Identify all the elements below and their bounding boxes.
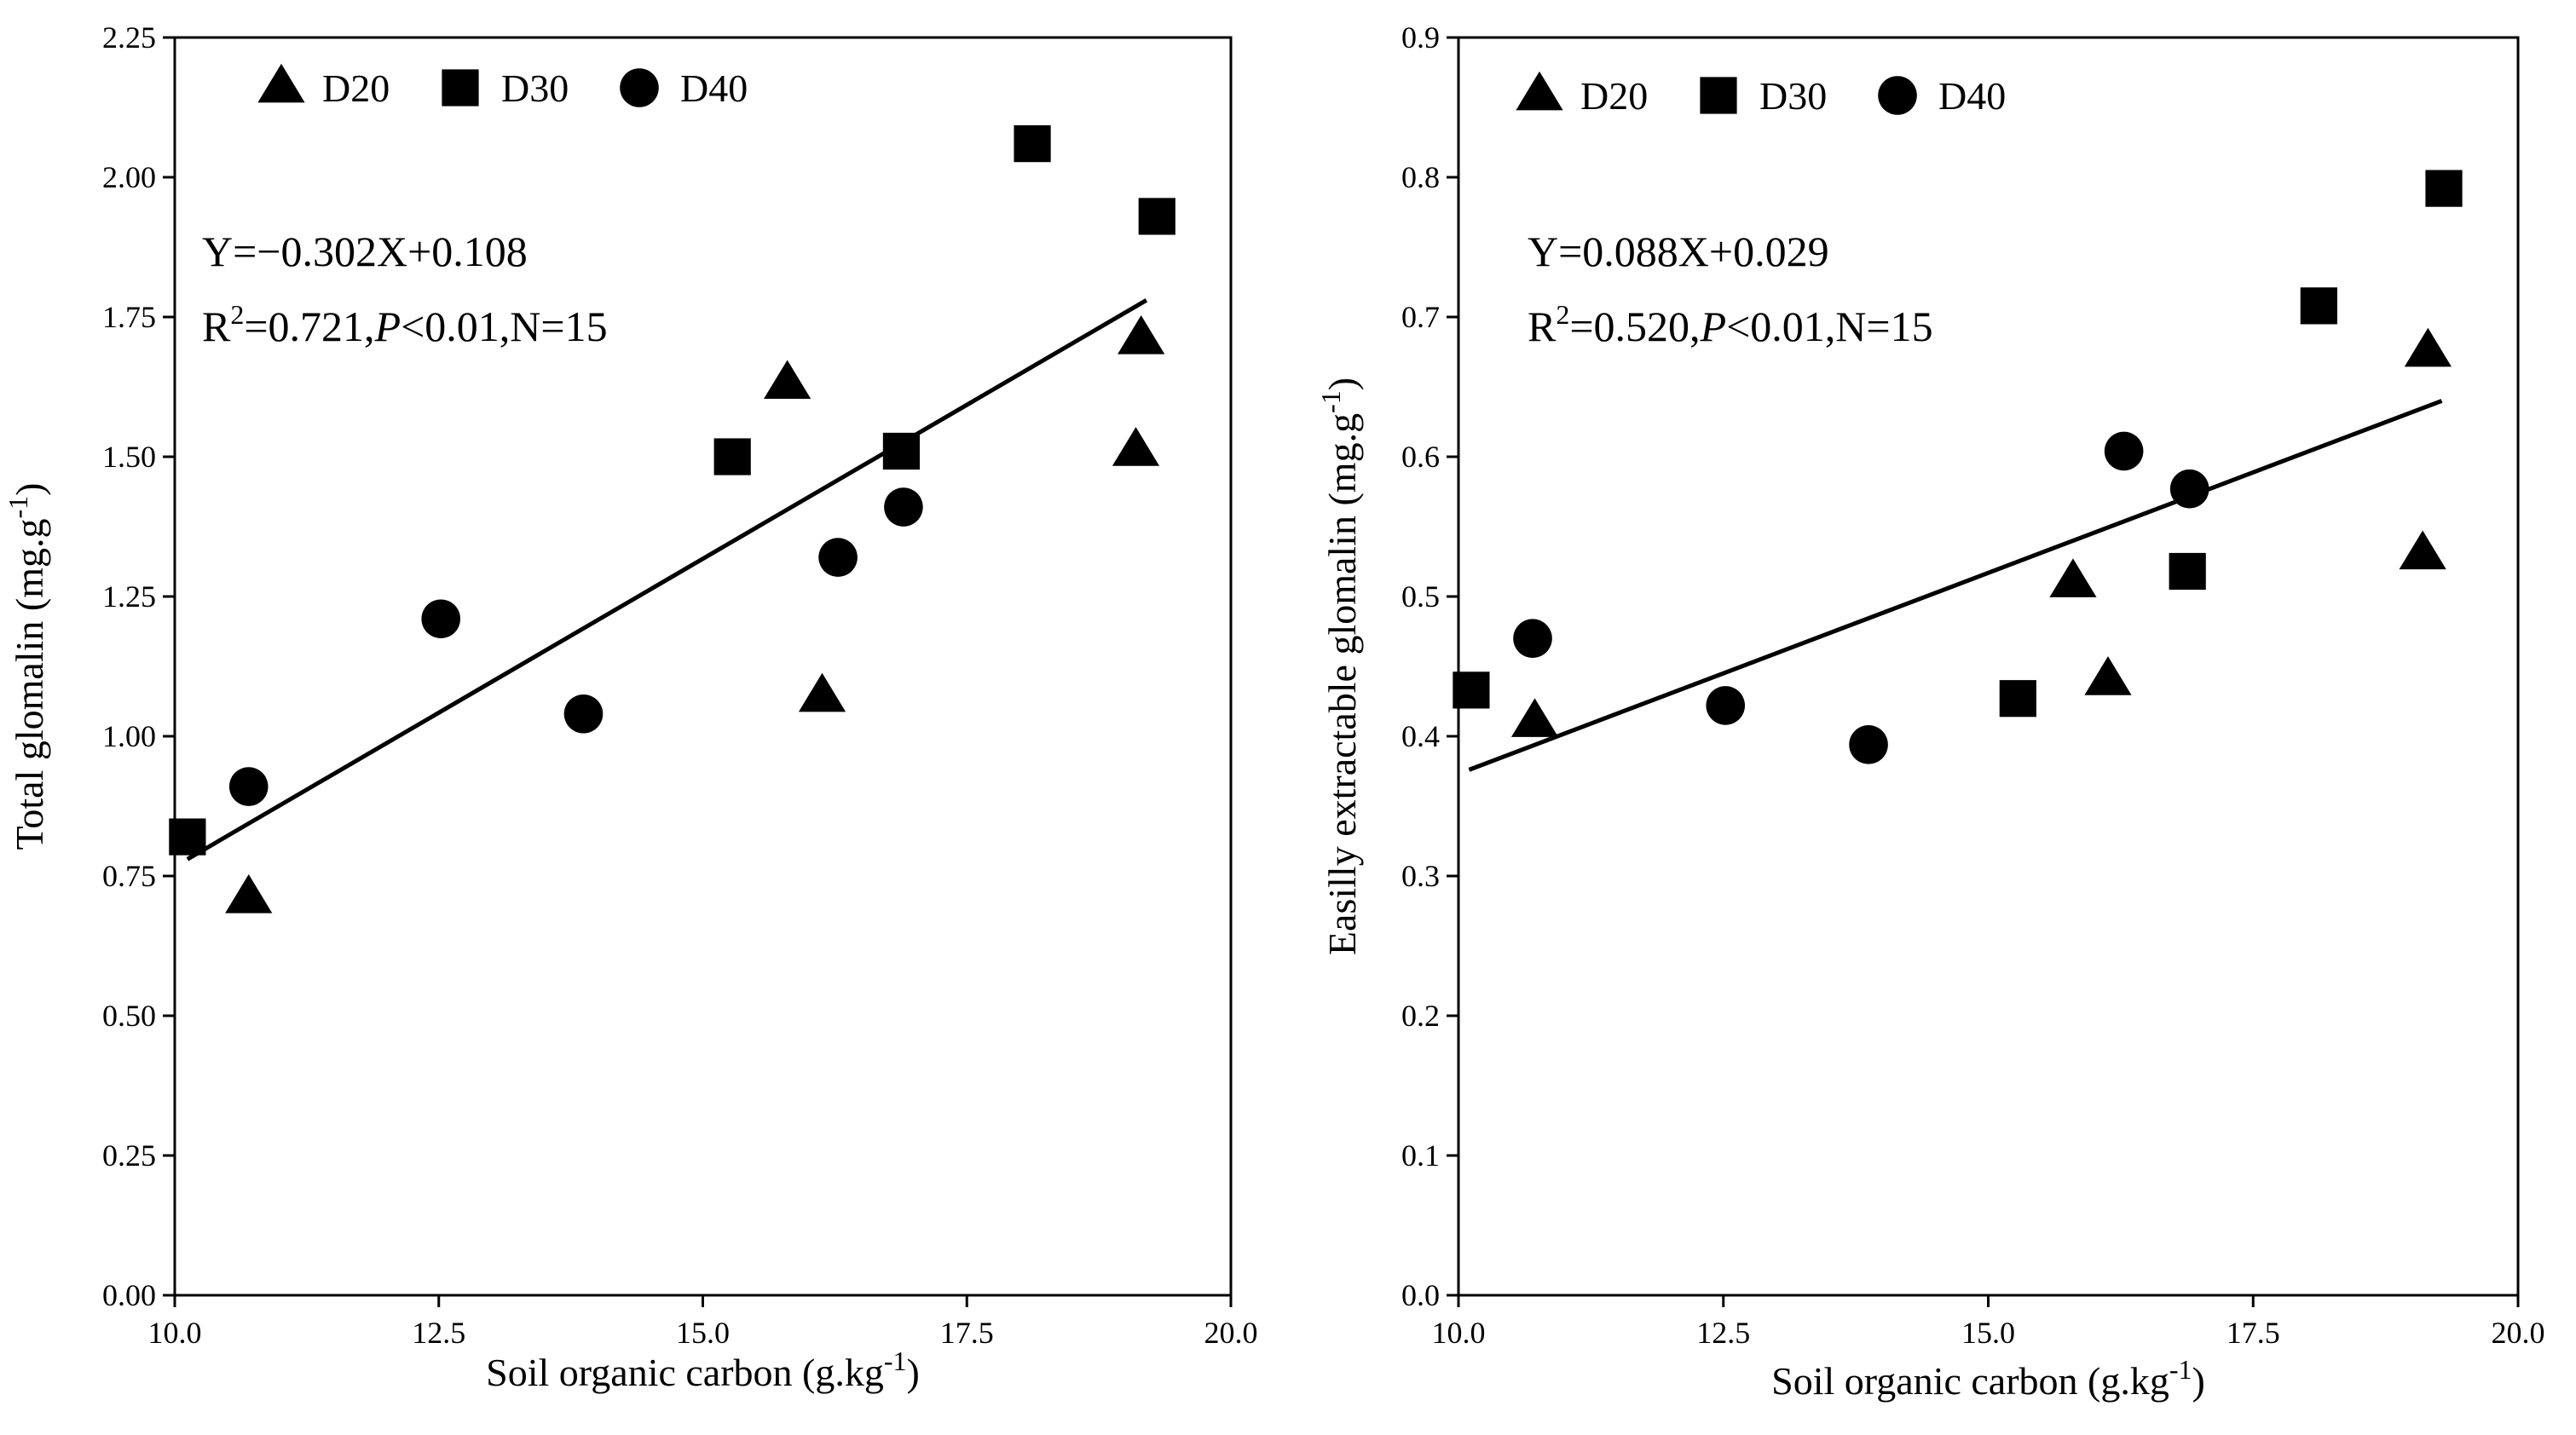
legend-label-d30: D30 [501,66,569,110]
x-tick-label: 10.0 [148,1316,202,1350]
y-axis-label: Total glomalin (mg.g-1) [3,483,51,850]
y-tick-label: 0.0 [1401,1278,1440,1312]
regression-stats: R2=0.520,P<0.01,N=15 [1528,299,1933,350]
y-tick-label: 0.75 [102,859,156,893]
data-point-d30 [2169,552,2206,591]
data-point-d20 [1510,698,1559,737]
legend-marker-d40 [620,68,659,107]
legend-label-d20: D20 [1580,74,1648,118]
data-point-d20 [798,672,846,712]
legend-label-d40: D40 [680,66,748,110]
regression-equation: Y=0.088X+0.029 [1528,228,1829,275]
data-point-d20 [2084,656,2132,695]
data-point-d30 [2300,287,2337,325]
series-d40 [1513,431,2209,764]
data-point-d40 [563,694,604,734]
y-tick-label: 0.6 [1401,440,1440,474]
regression-line [1468,399,2443,772]
legend-marker-d30 [442,69,479,107]
data-point-d30 [882,432,921,470]
plot-frame [173,36,1233,1297]
data-point-d40 [818,538,858,577]
x-tick-label: 20.0 [2492,1316,2545,1350]
data-point-d40 [1706,686,1746,725]
plot-frame [1457,36,2520,1297]
data-point-d40 [421,599,461,639]
data-point-d20 [764,360,811,400]
legend-marker-d20 [257,63,305,103]
regression-stats: R2=0.721,P<0.01,N=15 [202,299,608,350]
data-point-d40 [2169,469,2209,509]
y-tick-label: 1.25 [102,579,156,614]
x-tick-label: 12.5 [1696,1316,1750,1350]
legend-marker-d30 [1700,77,1737,114]
series-d30 [169,125,1175,856]
chart-panel-1: 0.00 0.25 0.50 0.75 1.00 1.25 1.50 1.75 2.00 2.25… [3,20,1258,1394]
legend: D20 D30 D40 [1516,71,2006,118]
data-point-d20 [2049,558,2097,597]
data-point-d40 [1513,619,1552,658]
data-point-d30 [1138,198,1175,235]
x-tick-label: 17.5 [940,1316,994,1350]
y-tick-label: 2.00 [102,160,156,194]
data-point-d30 [2425,170,2463,207]
legend-marker-d40 [1878,76,1917,115]
legend-label-d30: D30 [1759,74,1827,118]
y-axis-label: Easilly extractable glomalin (mg.g-1) [1315,377,1364,955]
series-d20 [225,314,1165,913]
data-point-d40 [884,487,923,527]
x-tick-label: 12.5 [412,1316,465,1350]
legend-label-d20: D20 [322,66,390,110]
legend-marker-d20 [1516,71,1563,111]
y-tick-label: 1.00 [102,719,156,753]
data-point-d40 [2104,431,2144,471]
data-point-d40 [228,767,269,806]
x-tick-label: 10.0 [1432,1316,1486,1350]
data-point-d20 [1118,314,1165,354]
y-tick-label: 0.00 [102,1278,156,1312]
y-tick-label: 0.2 [1401,999,1440,1033]
data-point-d30 [1999,680,2036,718]
y-tick-label: 0.3 [1401,859,1440,893]
regression-line [186,298,1148,862]
data-point-d20 [2399,530,2446,570]
data-point-d30 [713,438,751,475]
series-d40 [228,487,923,806]
data-point-d20 [1112,427,1160,466]
regression-equation: Y=−0.302X+0.108 [202,228,528,275]
y-tick-label: 0.25 [102,1138,156,1173]
data-point-d20 [225,873,273,913]
data-point-d20 [2404,327,2452,367]
y-tick-label: 1.75 [102,300,156,334]
data-point-d30 [1014,125,1051,163]
y-tick-label: 0.7 [1401,300,1440,334]
data-point-d40 [1849,725,1888,764]
x-tick-label: 17.5 [2227,1316,2280,1350]
chart-panel-2: 0.0 0.1 0.2 0.3 0.4 0.5 0.6 0.7 0.8 0.9 10.0 12.5 15… [1315,20,2545,1403]
y-tick-label: 0.8 [1401,160,1440,194]
data-point-d30 [1453,671,1490,709]
y-tick-label: 0.50 [102,999,156,1033]
data-point-d30 [169,818,206,856]
legend: D20 D30 D40 [257,63,748,110]
series-d30 [1453,170,2463,718]
y-tick-label: 2.25 [102,20,156,55]
y-tick-label: 0.9 [1401,20,1440,55]
x-tick-label: 20.0 [1204,1316,1258,1350]
y-tick-label: 0.5 [1401,579,1440,614]
x-tick-label: 15.0 [1961,1316,2015,1350]
y-tick-label: 1.50 [102,440,156,474]
y-tick-label: 0.1 [1401,1138,1440,1173]
y-tick-label: 0.4 [1401,719,1440,753]
x-tick-label: 15.0 [676,1316,730,1350]
legend-label-d40: D40 [1938,74,2006,118]
series-d20 [1510,327,2452,737]
x-axis-label: Soil organic carbon (g.kg-1) [1771,1354,2205,1403]
x-axis-label: Soil organic carbon (g.kg-1) [486,1346,920,1394]
